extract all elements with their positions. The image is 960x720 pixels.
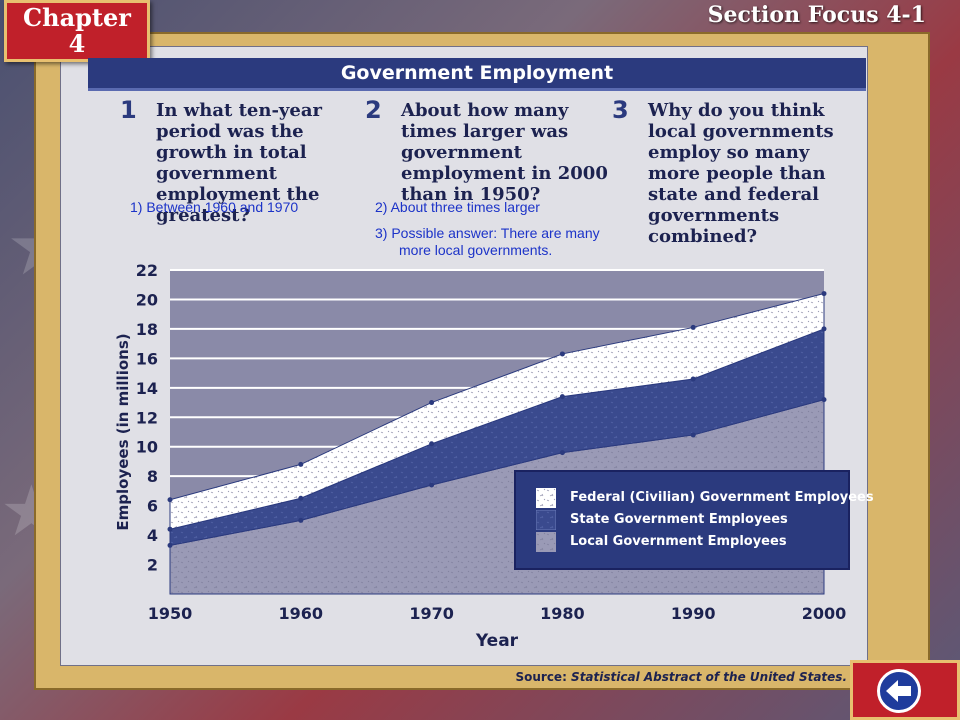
page-title: Government Employment (88, 58, 866, 91)
data-point (559, 394, 565, 400)
y-tick-label: 16 (136, 349, 158, 368)
y-tick-label: 20 (136, 290, 158, 309)
x-tick-label: 1960 (279, 604, 324, 623)
data-point (559, 450, 565, 456)
back-arrow-icon (877, 669, 921, 713)
data-point (298, 461, 304, 467)
y-tick-label: 8 (147, 467, 158, 486)
x-tick-label: 1990 (671, 604, 716, 623)
legend-swatch-state (536, 510, 556, 530)
question-number: 2 (365, 96, 382, 124)
y-tick-label: 10 (136, 438, 158, 457)
y-tick-label: 22 (136, 261, 158, 280)
question-3: 3 Why do you think local governments emp… (612, 96, 852, 247)
data-point (429, 441, 435, 447)
data-point (690, 376, 696, 382)
data-point (821, 326, 827, 332)
data-point (429, 482, 435, 488)
y-tick-label: 14 (136, 379, 158, 398)
data-point (298, 495, 304, 501)
answer-2: 2) About three times larger (375, 199, 540, 215)
data-point (559, 351, 565, 357)
question-text: In what ten-year period was the growth i… (156, 100, 322, 226)
x-tick-label: 2000 (802, 604, 847, 623)
legend-label: State Government Employees (570, 512, 788, 527)
legend-label: Local Government Employees (570, 534, 787, 549)
answer-3-line-2: more local governments. (399, 242, 553, 258)
section-title: Section Focus 4-1 (707, 2, 926, 28)
question-2: 2 About how many times larger was govern… (365, 96, 610, 205)
data-point (167, 497, 173, 503)
x-tick-label: 1950 (148, 604, 193, 623)
answer-3-line-1: 3) Possible answer: There are many (375, 225, 600, 241)
data-point (690, 324, 696, 330)
y-tick-label: 18 (136, 320, 158, 339)
chapter-label: Chapter (23, 3, 131, 32)
x-axis-label: Year (475, 631, 519, 651)
chapter-tab[interactable]: Chapter 4 (4, 0, 150, 62)
data-point (821, 291, 827, 297)
back-arrow-glyph (886, 680, 911, 702)
question-number: 3 (612, 96, 629, 124)
question-text: About how many times larger was governme… (401, 100, 608, 205)
x-tick-label: 1970 (409, 604, 454, 623)
back-button[interactable] (850, 660, 960, 720)
y-tick-label: 12 (136, 408, 158, 427)
source-title: Statistical Abstract of the United State… (571, 670, 847, 684)
question-text: Why do you think local governments emplo… (648, 100, 834, 247)
chart-source: Source: Statistical Abstract of the Unit… (515, 670, 847, 684)
data-point (821, 397, 827, 403)
source-prefix: Source: (515, 670, 572, 684)
y-tick-label: 6 (147, 497, 158, 516)
y-axis-label: Employees (in millions) (114, 333, 132, 530)
y-tick-label: 4 (147, 526, 158, 545)
legend-label: Federal (Civilian) Government Employees (570, 490, 874, 505)
chapter-number: 4 (68, 29, 86, 58)
chart-legend: Federal (Civilian) Government Employees … (514, 470, 874, 570)
legend-swatch-federal (536, 488, 556, 508)
data-point (429, 400, 435, 406)
legend-swatch-local (536, 532, 556, 552)
question-number: 1 (120, 96, 137, 124)
data-point (298, 517, 304, 523)
question-1: 1 In what ten-year period was the growth… (120, 96, 370, 226)
data-point (167, 542, 173, 548)
answer-1: 1) Between 1960 and 1970 (130, 199, 299, 215)
y-tick-label: 2 (147, 556, 158, 575)
data-point (167, 526, 173, 532)
data-point (690, 432, 696, 438)
x-tick-label: 1980 (540, 604, 585, 623)
